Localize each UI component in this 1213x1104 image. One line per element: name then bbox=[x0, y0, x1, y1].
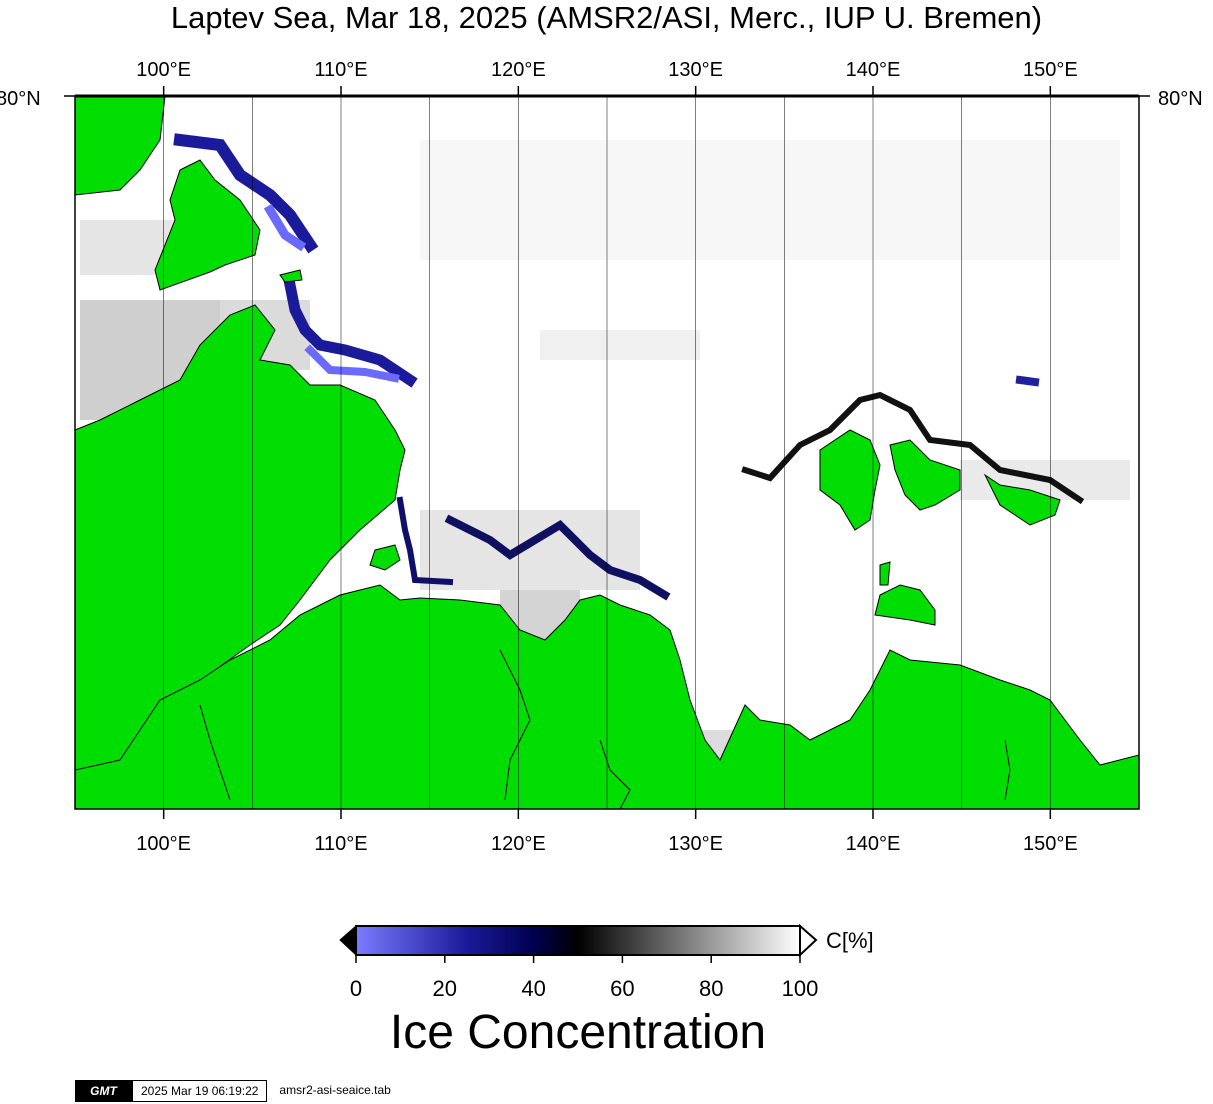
top-lon-label: 100°E bbox=[136, 59, 191, 81]
gmt-source-file: amsr2-asi-seaice.tab bbox=[279, 1083, 391, 1097]
bottom-lon-label: 140°E bbox=[846, 833, 901, 855]
map-title: Laptev Sea, Mar 18, 2025 (AMSR2/ASI, Mer… bbox=[170, 0, 1043, 35]
top-lon-label: 140°E bbox=[846, 59, 901, 81]
colorbar-gradient bbox=[355, 925, 801, 956]
land-new-siberian-islands-1 bbox=[819, 429, 881, 531]
top-lon-label: 120°E bbox=[491, 59, 546, 81]
gmt-timestamp: 2025 Mar 19 06:19:22 bbox=[132, 1080, 268, 1102]
low-concentration-edges bbox=[173, 133, 1085, 601]
land-island-small-3 bbox=[879, 561, 891, 586]
top-lon-label: 110°E bbox=[314, 59, 367, 81]
bottom-lon-ticks: 100°E 110°E 120°E 130°E 140°E 150°E bbox=[136, 809, 1078, 855]
colorbar-tick-label: 60 bbox=[610, 976, 634, 1001]
colorbar-tick-label: 20 bbox=[433, 976, 457, 1001]
meridian-lines bbox=[163, 96, 1051, 809]
bottom-lon-label: 110°E bbox=[314, 833, 367, 855]
colorbar-unit: C[%] bbox=[826, 928, 874, 953]
bottom-lon-label: 100°E bbox=[136, 833, 191, 855]
bottom-lon-label: 130°E bbox=[668, 833, 723, 855]
top-lon-label: 150°E bbox=[1023, 59, 1078, 81]
colorbar-right-triangle bbox=[799, 923, 818, 958]
lat-label-left: 80°N bbox=[0, 88, 41, 110]
colorbar-tick-label: 80 bbox=[699, 976, 723, 1001]
colorbar-ticks: 0 20 40 60 80 100 bbox=[350, 955, 818, 1001]
colorbar-tick-label: 100 bbox=[782, 976, 819, 1001]
lat-label-right: 80°N bbox=[1158, 88, 1203, 110]
colorbar-title: Ice Concentration bbox=[389, 1006, 767, 1059]
land-new-siberian-islands-2 bbox=[889, 439, 961, 511]
gmt-timestamp-box: GMT 2025 Mar 19 06:19:22 amsr2-asi-seaic… bbox=[75, 1080, 391, 1102]
land-island-bolshoy bbox=[874, 584, 936, 626]
top-lon-ticks: 100°E 110°E 120°E 130°E 140°E 150°E bbox=[136, 59, 1078, 96]
gmt-logo: GMT bbox=[75, 1080, 132, 1102]
rivers bbox=[199, 649, 1011, 810]
land-island-small-2 bbox=[369, 544, 401, 571]
colorbar-tick-label: 40 bbox=[521, 976, 545, 1001]
bottom-lon-label: 120°E bbox=[491, 833, 546, 855]
top-lon-label: 130°E bbox=[668, 59, 723, 81]
colorbar: 0 20 40 60 80 100 bbox=[339, 923, 818, 1001]
colorbar-left-triangle bbox=[339, 924, 357, 957]
bottom-lon-label: 150°E bbox=[1023, 833, 1078, 855]
land-island-small-1 bbox=[279, 269, 303, 283]
land-severnaya-zemlya bbox=[154, 159, 261, 291]
land-new-siberian-islands-3 bbox=[983, 473, 1061, 526]
colorbar-tick-label: 0 bbox=[350, 976, 362, 1001]
